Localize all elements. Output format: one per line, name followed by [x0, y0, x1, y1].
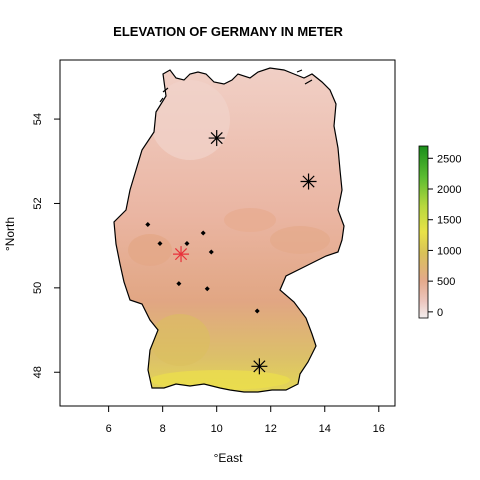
small-point-marker: [254, 308, 260, 314]
small-point-marker: [184, 241, 190, 247]
small-point-marker: [176, 281, 182, 287]
legend-tick-label: 2000: [437, 184, 461, 196]
x-tick-label: 16: [373, 423, 385, 435]
y-tick-label: 54: [32, 113, 44, 125]
x-tick-label: 6: [106, 423, 112, 435]
city-marker: [300, 173, 317, 190]
elevation-legend: 0 500 1000 1500 2000 2500: [418, 145, 461, 319]
y-tick-label: 48: [32, 366, 44, 378]
coast-islands: [159, 69, 313, 103]
y-axis: 48 50 52 54: [32, 113, 60, 378]
x-tick-label: 8: [160, 423, 166, 435]
city-marker: [208, 130, 225, 147]
small-point-marker: [157, 241, 163, 247]
small-point-marker: [200, 230, 206, 236]
small-point-marker: [204, 286, 210, 292]
small-point-marker: [145, 222, 151, 228]
x-tick-label: 12: [265, 423, 277, 435]
city-marker: [251, 358, 268, 375]
elevation-raster: [114, 68, 344, 392]
small-point-marker: [208, 249, 214, 255]
map-title: ELEVATION OF GERMANY IN METER: [113, 24, 343, 39]
highlight-city-marker: [173, 246, 190, 263]
y-axis-label: °North: [3, 217, 17, 251]
x-axis-label: °East: [214, 451, 243, 465]
x-tick-label: 10: [211, 423, 223, 435]
legend-tick-label: 0: [437, 307, 443, 319]
y-tick-label: 50: [32, 282, 44, 294]
legend-tick-label: 500: [437, 276, 455, 288]
legend-tick-label: 1000: [437, 245, 461, 257]
city-markers: [145, 130, 317, 375]
plot-frame: [59, 59, 396, 407]
legend-tick-label: 2500: [437, 153, 461, 165]
legend-colorbar: [418, 145, 429, 319]
x-tick-label: 14: [319, 423, 331, 435]
y-tick-label: 52: [32, 197, 44, 209]
legend-tick-label: 1500: [437, 215, 461, 227]
x-axis: 6 8 10 12 14 16: [106, 406, 385, 435]
